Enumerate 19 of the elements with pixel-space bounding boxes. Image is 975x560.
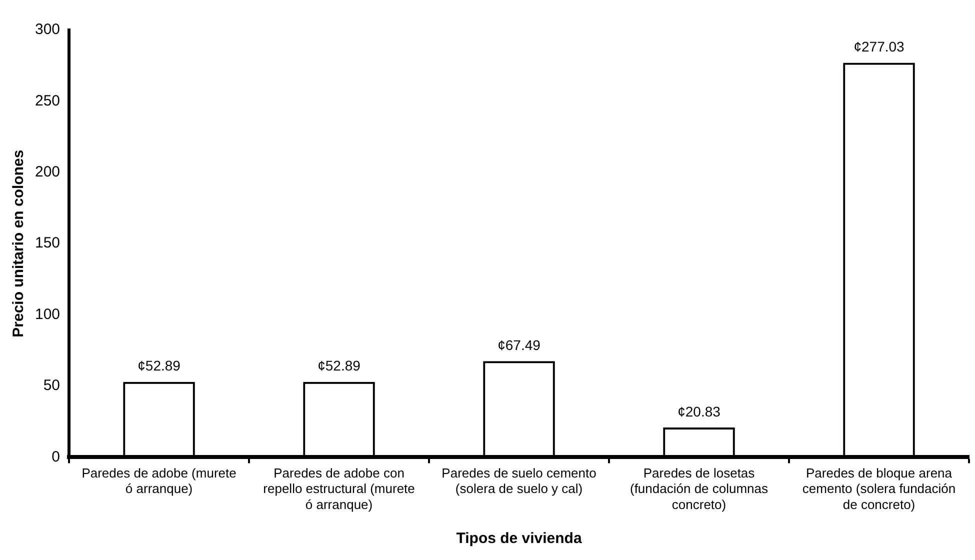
y-tick-label: 0 [52, 448, 60, 466]
y-tick-label: 50 [43, 377, 60, 394]
y-tick-label: 300 [34, 21, 60, 38]
data-label: ¢20.83 [678, 403, 721, 420]
y-tick-label: 150 [34, 234, 60, 252]
data-label: ¢52.89 [138, 358, 181, 374]
x-tick-label: Paredes de adobe con repello estructural (murete ó arranque) [263, 466, 415, 512]
y-tick-label: 200 [34, 164, 60, 181]
y-tick-label: 100 [34, 306, 60, 323]
y-axis-title: Precio unitario en colones [10, 150, 28, 338]
data-label: ¢52.89 [318, 358, 361, 374]
x-tick-label: Paredes de suelo cemento (solera de suelo y cal) [442, 466, 596, 496]
x-tick-label: Paredes de adobe (murete ó arranque) [82, 466, 236, 496]
x-axis-title: Tipos de vivienda [456, 530, 582, 548]
data-label: ¢67.49 [498, 336, 541, 353]
data-label: ¢277.03 [854, 38, 905, 55]
x-tick-label: Paredes de losetas (fundación de columnas concreto) [630, 466, 769, 512]
y-tick-label: 250 [34, 92, 60, 110]
x-tick-label: Paredes de bloque arena cemento (solera fundación de concreto) [802, 466, 956, 512]
